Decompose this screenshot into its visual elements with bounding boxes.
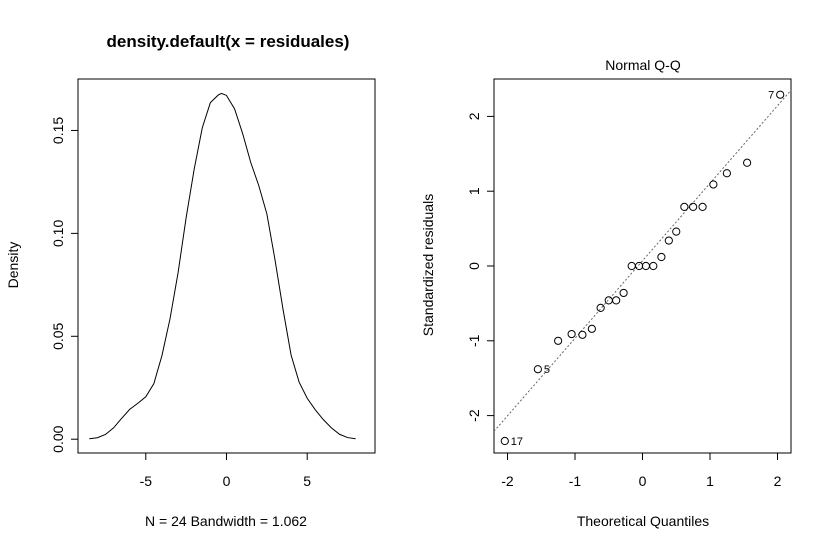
qq-y-tick-label: 1 bbox=[466, 187, 482, 195]
density-y-label: Density bbox=[5, 242, 21, 289]
qq-point bbox=[743, 158, 752, 167]
qq-y-tick-label: 2 bbox=[466, 112, 482, 120]
density-plot-frame bbox=[77, 78, 376, 454]
qq-point bbox=[641, 261, 650, 271]
density-y-tick-label: 0.05 bbox=[50, 322, 66, 349]
density-y-tick-label: 0.00 bbox=[50, 425, 66, 452]
qq-point bbox=[500, 436, 509, 446]
qq-x-tick-label: 2 bbox=[774, 473, 782, 489]
qq-x-axis: -2 -1 0 1 2 bbox=[501, 452, 782, 489]
qq-point-label: 7 bbox=[768, 90, 774, 102]
qq-point bbox=[698, 202, 707, 212]
density-y-tick-label: 0.10 bbox=[50, 220, 66, 247]
qq-x-tick-label: 0 bbox=[639, 473, 647, 489]
qq-y-tick-label: -1 bbox=[466, 334, 482, 347]
qq-point bbox=[664, 236, 673, 245]
qq-point bbox=[554, 336, 563, 345]
density-x-tick-label: 0 bbox=[223, 473, 231, 489]
qq-point bbox=[649, 261, 658, 271]
qq-point bbox=[619, 288, 628, 298]
qq-point bbox=[567, 329, 576, 339]
qq-point bbox=[587, 324, 596, 333]
qq-title: Normal Q-Q bbox=[605, 57, 681, 73]
qq-x-tick-label: 1 bbox=[706, 473, 714, 489]
qq-y-axis: -2 -1 0 1 2 bbox=[466, 112, 495, 422]
qq-point bbox=[604, 296, 613, 305]
density-panel: density.default(x = residuales) -5 0 5 0.0… bbox=[5, 32, 376, 529]
density-y-axis: 0.00 0.05 0.10 0.15 bbox=[50, 117, 79, 453]
density-x-label: N = 24 Bandwidth = 1.062 bbox=[145, 513, 307, 529]
qq-point bbox=[533, 365, 542, 374]
qq-point bbox=[612, 296, 621, 305]
density-x-tick-label: 5 bbox=[303, 473, 311, 489]
qq-point bbox=[689, 202, 698, 212]
qq-point bbox=[635, 261, 644, 271]
qq-point bbox=[657, 252, 666, 262]
qq-x-tick-label: -2 bbox=[501, 473, 514, 489]
qq-reference-line bbox=[493, 89, 792, 432]
qq-point-label: 17 bbox=[511, 436, 523, 448]
qq-point bbox=[776, 90, 785, 99]
density-curve bbox=[89, 92, 356, 440]
qq-point bbox=[578, 330, 587, 339]
qq-point bbox=[680, 202, 689, 212]
qq-point bbox=[672, 227, 681, 236]
qq-x-tick-label: -1 bbox=[569, 473, 582, 489]
qq-point bbox=[722, 169, 731, 178]
qq-point-label: 5 bbox=[544, 364, 550, 376]
qq-x-label: Theoretical Quantiles bbox=[577, 513, 709, 529]
density-x-tick-label: -5 bbox=[140, 473, 153, 489]
density-x-axis: -5 0 5 bbox=[140, 452, 311, 489]
density-title: density.default(x = residuales) bbox=[107, 32, 350, 51]
density-y-tick-label: 0.15 bbox=[50, 117, 66, 144]
qq-point bbox=[596, 303, 605, 312]
qq-point bbox=[709, 180, 718, 189]
qq-point bbox=[627, 261, 636, 271]
qq-y-tick-label: 0 bbox=[466, 262, 482, 270]
qq-y-label: Standardized residuals bbox=[420, 194, 436, 336]
qq-y-tick-label: -2 bbox=[466, 409, 482, 422]
